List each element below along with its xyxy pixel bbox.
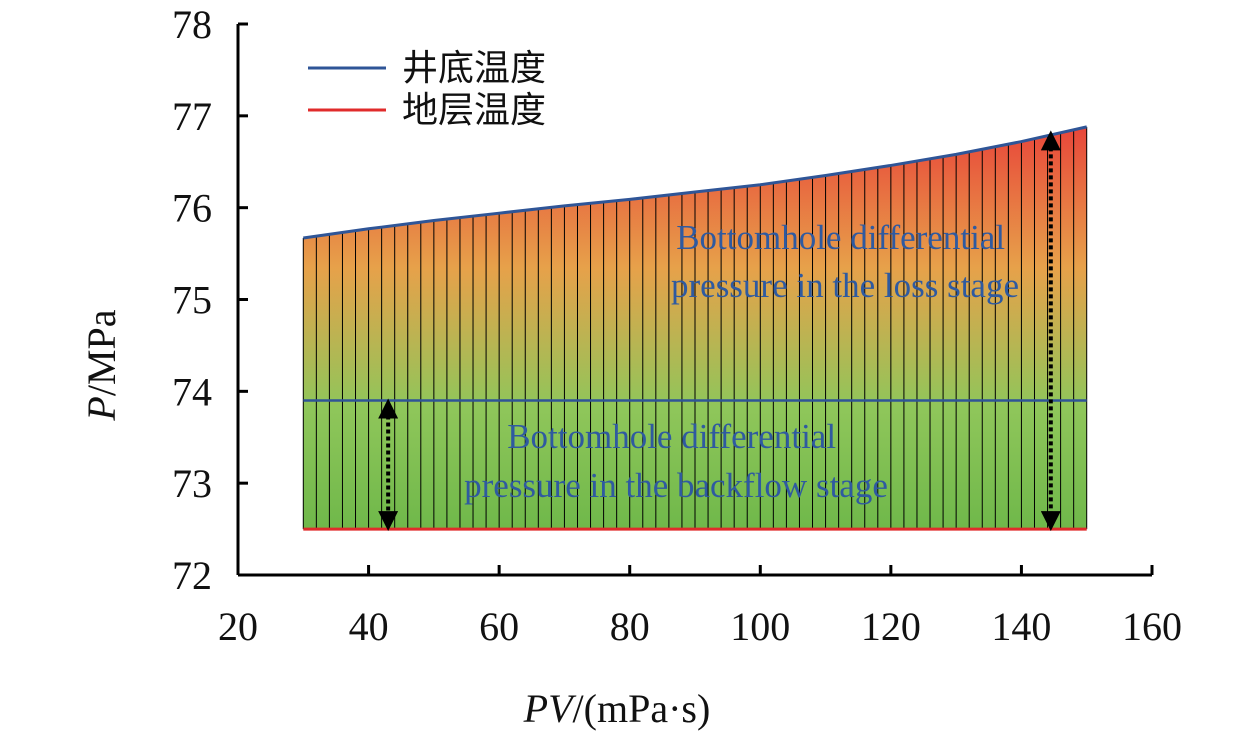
y-axis-title: P/MPa — [79, 309, 124, 421]
y-tick-label: 74 — [172, 369, 212, 414]
y-tick-label: 78 — [172, 2, 212, 47]
y-tick-label: 75 — [172, 278, 212, 323]
y-tick-label: 73 — [172, 461, 212, 506]
x-tick-label: 120 — [861, 604, 921, 649]
axes — [236, 22, 1154, 577]
y-tick-label: 72 — [172, 553, 212, 598]
y-tick-label: 76 — [172, 186, 212, 231]
legend-label-formation: 地层温度 — [402, 90, 546, 131]
series-line-bottomhole — [303, 125, 1088, 240]
x-tick-label: 40 — [349, 604, 389, 649]
x-tick-label: 20 — [218, 604, 258, 649]
y-tick-label: 77 — [172, 94, 212, 139]
annotation-loss-stage: Bottomhole differential pressure in the … — [671, 218, 1019, 305]
tick-labels: 20 40 60 80 100 120 140 160 72 73 74 75 76 77 78 — [172, 2, 1182, 649]
legend: 井底温度 地层温度 — [308, 48, 546, 131]
x-tick-label: 60 — [479, 604, 519, 649]
x-tick-label: 80 — [610, 604, 650, 649]
x-axis-title: PV/(mPa·s) — [523, 686, 711, 731]
series-lines — [303, 125, 1088, 531]
x-tick-label: 160 — [1122, 604, 1182, 649]
x-tick-label: 140 — [991, 604, 1051, 649]
legend-label-bottomhole: 井底温度 — [402, 48, 546, 89]
arrows — [378, 130, 1061, 532]
annotation-backflow-stage: Bottomhole differential pressure in the … — [464, 417, 888, 505]
x-tick-label: 100 — [730, 604, 790, 649]
